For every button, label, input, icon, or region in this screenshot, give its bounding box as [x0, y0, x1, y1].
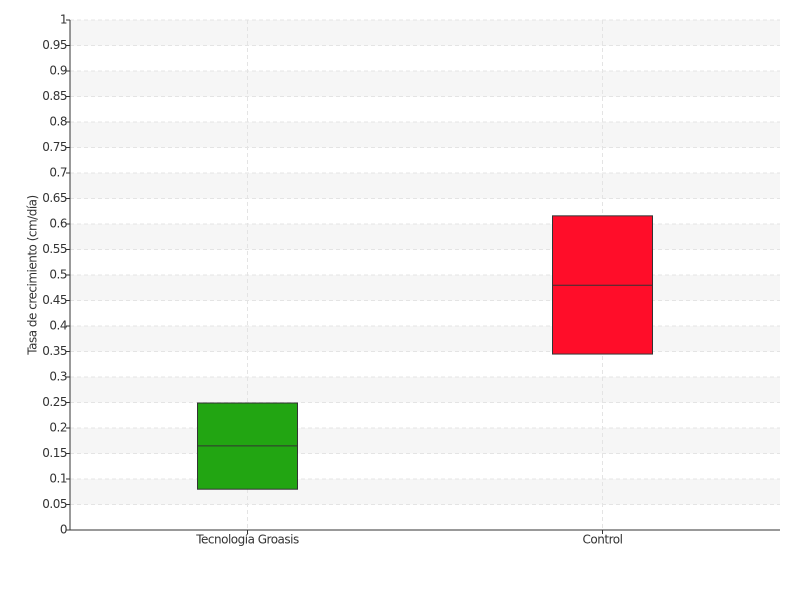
grid-band [70, 479, 780, 505]
y-tick-label: 0.15 [42, 446, 67, 460]
grid-band [70, 326, 780, 352]
y-tick-label: 0.1 [49, 472, 67, 486]
x-tick-label: Tecnología Groasis [195, 533, 299, 547]
y-tick-label: 0 [60, 523, 67, 537]
grid-band [70, 428, 780, 454]
y-tick-label: 0.65 [42, 191, 67, 205]
grid-band [70, 377, 780, 403]
grid-band [70, 20, 780, 46]
grid-band [70, 224, 780, 250]
y-tick-label: 0.05 [42, 497, 67, 511]
y-tick-label: 0.25 [42, 395, 67, 409]
y-tick-label: 0.75 [42, 140, 67, 154]
y-tick-label: 0.3 [49, 370, 67, 384]
y-tick-label: 1 [60, 13, 67, 27]
x-tick-label: Control [583, 533, 623, 547]
y-tick-label: 0.6 [49, 217, 67, 231]
grid-band [70, 173, 780, 199]
y-tick-label: 0.95 [42, 38, 67, 52]
y-tick-label: 0.9 [49, 64, 67, 78]
y-tick-label: 0.85 [42, 89, 67, 103]
y-tick-label: 0.8 [49, 115, 67, 129]
y-tick-label: 0.55 [42, 242, 67, 256]
y-tick-label: 0.7 [49, 166, 67, 180]
y-tick-label: 0.35 [42, 344, 67, 358]
grid-band [70, 122, 780, 148]
y-tick-label: 0.45 [42, 293, 67, 307]
y-tick-label: 0.4 [49, 319, 67, 333]
grid-band [70, 275, 780, 301]
y-tick-label: 0.5 [49, 268, 67, 282]
y-tick-label: 0.2 [49, 421, 67, 435]
grid-band [70, 71, 780, 97]
y-axis-label: Tasa de crecimiento (cm/día) [26, 195, 40, 355]
